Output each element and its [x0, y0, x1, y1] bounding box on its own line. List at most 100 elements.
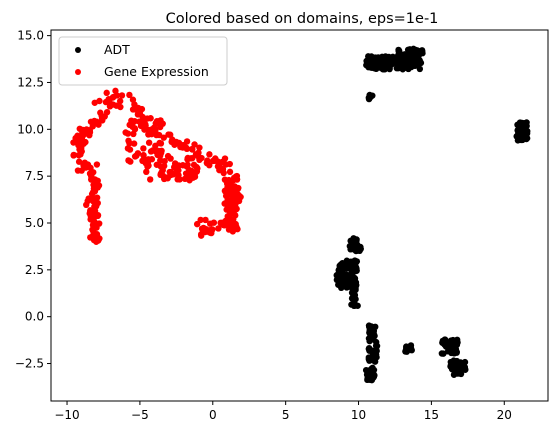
point-gene-expression — [156, 123, 164, 131]
x-tick-label: 0 — [209, 408, 217, 422]
point-gene-expression — [131, 125, 138, 132]
x-tick-label: 5 — [282, 408, 290, 422]
point-adt — [453, 349, 460, 356]
point-gene-expression — [70, 152, 77, 159]
point-gene-expression — [206, 220, 214, 227]
point-gene-expression — [124, 130, 132, 137]
point-adt — [440, 350, 447, 357]
point-gene-expression — [143, 126, 150, 133]
point-gene-expression — [184, 161, 191, 169]
x-tick-label: 20 — [497, 408, 512, 422]
point-gene-expression — [225, 212, 232, 220]
legend-marker-adt — [75, 47, 81, 53]
point-gene-expression — [221, 200, 228, 207]
point-gene-expression — [93, 231, 101, 238]
point-adt — [391, 59, 399, 66]
point-adt — [395, 52, 402, 59]
point-gene-expression — [190, 161, 198, 169]
point-gene-expression — [141, 157, 148, 164]
point-gene-expression — [91, 218, 98, 226]
point-gene-expression — [223, 180, 231, 187]
point-adt — [366, 357, 373, 364]
point-adt — [416, 65, 424, 73]
point-gene-expression — [89, 194, 96, 202]
point-gene-expression — [118, 92, 126, 99]
x-tick-label: 10 — [351, 408, 366, 422]
axis-ticks: −10 −5 0 5 10 15 20 −2.5 0.0 2.5 5.0 7.5 10.0 12.5 15.… — [15, 29, 512, 422]
point-gene-expression — [90, 119, 97, 127]
point-gene-expression — [157, 140, 165, 147]
point-gene-expression — [148, 130, 155, 138]
x-tick-label: −10 — [54, 408, 79, 422]
y-tick-label: 12.5 — [17, 75, 44, 89]
point-gene-expression — [202, 216, 209, 224]
point-gene-expression — [165, 131, 172, 138]
point-adt — [450, 371, 458, 378]
legend-label-adt: ADT — [104, 42, 130, 57]
point-gene-expression — [91, 178, 98, 185]
point-gene-expression — [180, 141, 187, 149]
point-gene-expression — [86, 170, 94, 177]
point-gene-expression — [160, 134, 167, 141]
point-gene-expression — [187, 171, 195, 178]
point-gene-expression — [117, 103, 124, 111]
point-gene-expression — [153, 118, 161, 125]
x-tick-label: 15 — [424, 408, 439, 422]
point-gene-expression — [132, 106, 139, 113]
x-tick-label: −5 — [131, 408, 149, 422]
point-adt — [416, 57, 423, 64]
point-adt — [347, 246, 354, 253]
point-adt — [453, 341, 461, 348]
point-adt — [365, 375, 372, 382]
point-gene-expression — [126, 91, 133, 99]
point-adt — [407, 58, 414, 65]
point-adt — [365, 64, 372, 71]
point-gene-expression — [75, 142, 82, 149]
point-gene-expression — [186, 177, 193, 184]
point-gene-expression — [221, 187, 229, 195]
legend: ADT Gene Expression — [58, 36, 228, 86]
point-gene-expression — [82, 138, 89, 146]
point-gene-expression — [175, 162, 182, 169]
point-gene-expression — [197, 216, 204, 224]
point-gene-expression — [164, 152, 172, 160]
point-gene-expression — [159, 167, 166, 174]
legend-box — [58, 36, 228, 86]
point-gene-expression — [93, 201, 100, 208]
point-gene-expression — [87, 208, 94, 215]
point-adt — [349, 273, 357, 281]
point-adt — [462, 366, 469, 373]
point-adt — [523, 127, 531, 135]
point-gene-expression — [103, 108, 111, 116]
point-gene-expression — [131, 118, 138, 125]
y-tick-label: 2.5 — [25, 263, 44, 277]
point-gene-expression — [83, 201, 90, 208]
point-adt — [353, 247, 360, 254]
point-gene-expression — [204, 157, 211, 164]
point-gene-expression — [131, 101, 138, 108]
point-gene-expression — [75, 158, 83, 165]
point-gene-expression — [222, 161, 230, 168]
point-gene-expression — [193, 220, 201, 228]
point-gene-expression — [131, 153, 139, 160]
point-adt — [403, 348, 410, 355]
point-adt — [376, 55, 383, 63]
point-gene-expression — [78, 148, 85, 155]
point-gene-expression — [93, 161, 101, 168]
point-gene-expression — [126, 140, 133, 147]
point-adt — [441, 341, 448, 348]
y-tick-label: −2.5 — [15, 357, 44, 371]
point-adt — [446, 340, 454, 348]
legend-label-gene-expression: Gene Expression — [104, 64, 209, 79]
point-gene-expression — [149, 147, 156, 154]
point-adt — [519, 136, 526, 143]
point-gene-expression — [158, 147, 165, 154]
point-gene-expression — [168, 138, 175, 146]
y-tick-label: 0.0 — [25, 310, 44, 324]
point-gene-expression — [147, 115, 154, 122]
point-gene-expression — [95, 121, 102, 128]
point-gene-expression — [140, 145, 147, 152]
point-adt — [406, 46, 414, 53]
point-gene-expression — [116, 97, 124, 105]
point-adt — [367, 366, 375, 374]
